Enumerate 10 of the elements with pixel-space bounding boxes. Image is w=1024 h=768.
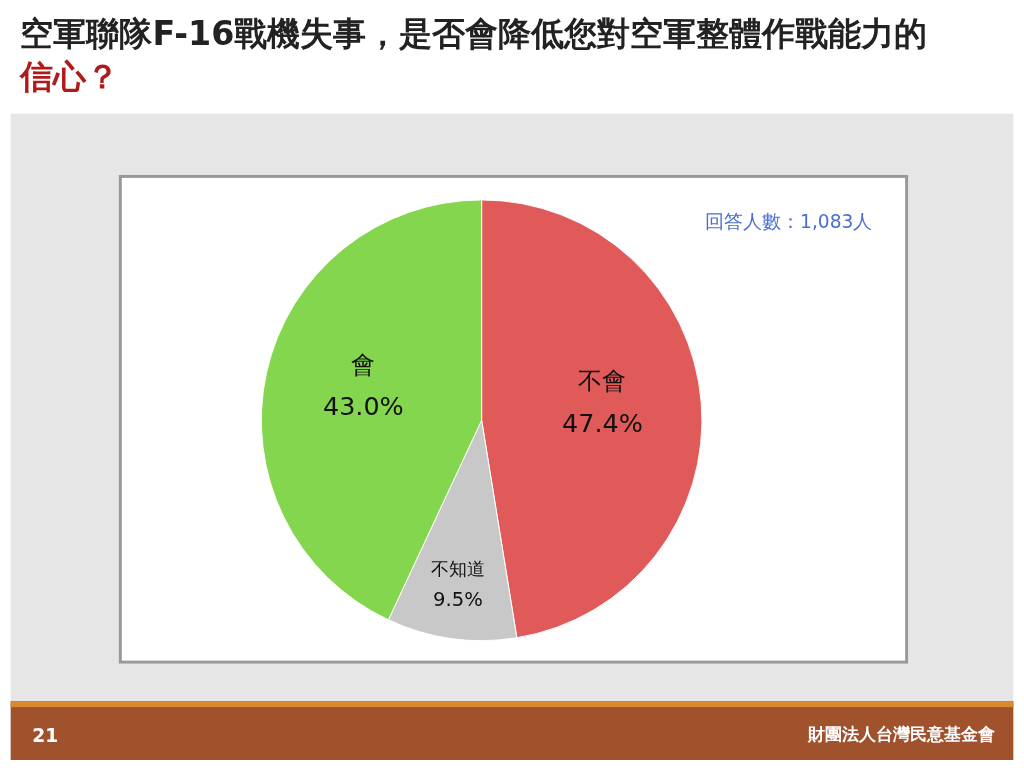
data-label: 43.0% — [322, 391, 404, 422]
text: 21 — [32, 725, 59, 747]
data-label: 9.5% — [433, 588, 483, 612]
text: 回答人數：1,083人 — [705, 211, 873, 233]
slice-label: 不知道 — [430, 558, 485, 579]
slice-label: 不會 — [578, 367, 627, 396]
data-label: 47.4% — [562, 407, 643, 438]
chart-title: 空軍聯隊F-16戰機失事，是否會降低您對空軍整體作戰能力的信心？ — [18, 14, 928, 97]
slice-label: 會 — [351, 350, 376, 379]
text: 財團法人台灣民意基金會 — [806, 725, 995, 745]
